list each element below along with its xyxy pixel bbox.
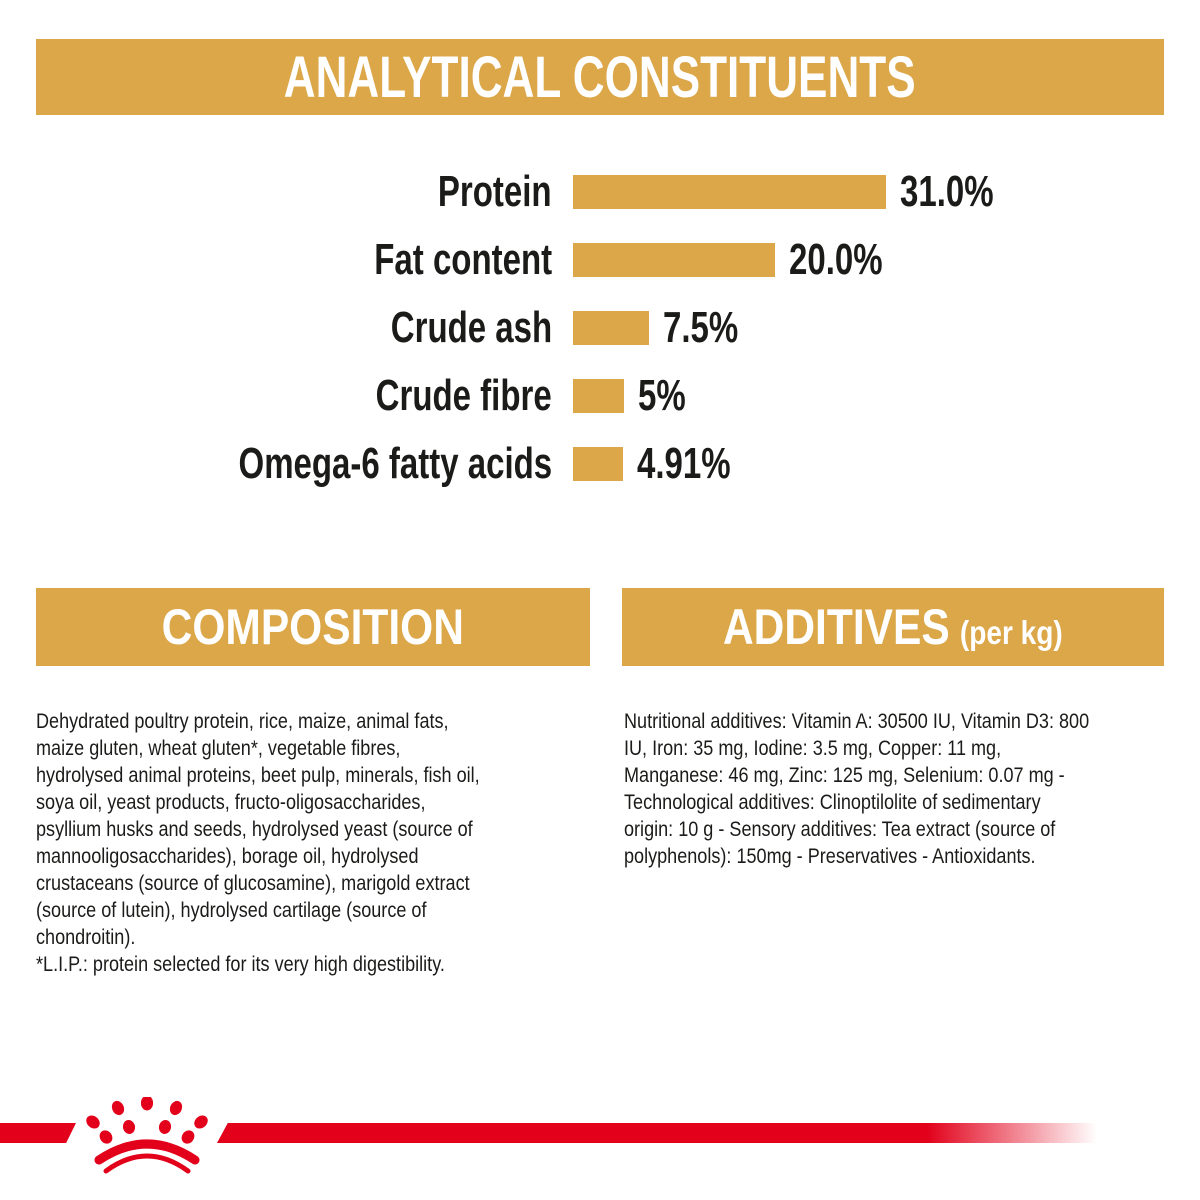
footer-ribbon-right <box>217 1123 1115 1143</box>
chart-value-label: 31.0% <box>900 167 994 216</box>
chart-value-label: 20.0% <box>789 235 883 284</box>
chart-bar <box>573 243 775 277</box>
chart-value-label: 7.5% <box>663 303 739 352</box>
composition-title: COMPOSITION <box>161 599 465 655</box>
additives-title-group: ADDITIVES (per kg) <box>723 598 1063 656</box>
chart-value-label: 5% <box>638 371 686 420</box>
additives-title-suffix: (per kg) <box>960 614 1063 651</box>
composition-text: Dehydrated poultry protein, rice, maize,… <box>36 708 480 976</box>
crown-pearls <box>86 1097 208 1144</box>
chart-category-label: Omega-6 fatty acids <box>238 439 552 488</box>
composition-banner: COMPOSITION <box>36 588 590 666</box>
chart-bar <box>573 311 649 345</box>
chart-category-label: Crude fibre <box>375 371 552 420</box>
footer-ribbon-left <box>0 1123 76 1143</box>
chart-bar <box>573 379 624 413</box>
chart-category-label: Fat content <box>374 235 552 284</box>
chart-bar <box>573 447 623 481</box>
analytical-constituents-chart: Protein 31.0% Fat content 20.0% Crude as… <box>0 167 1200 515</box>
chart-category-label: Protein <box>438 167 552 216</box>
chart-row-fat-content: Fat content 20.0% <box>0 235 1200 284</box>
chart-row-crude-ash: Crude ash 7.5% <box>0 303 1200 352</box>
crown-base-arcs <box>94 1139 200 1174</box>
royal-canin-crown-icon <box>86 1097 208 1174</box>
chart-category-label: Crude ash <box>390 303 552 352</box>
analytical-constituents-title: ANALYTICAL CONSTITUENTS <box>284 44 916 110</box>
chart-row-crude-fibre: Crude fibre 5% <box>0 371 1200 420</box>
chart-row-protein: Protein 31.0% <box>0 167 1200 216</box>
additives-title: ADDITIVES <box>723 599 950 655</box>
additives-text: Nutritional additives: Vitamin A: 30500 … <box>624 708 1090 868</box>
chart-value-label: 4.91% <box>637 439 731 488</box>
chart-bar <box>573 175 886 209</box>
analytical-constituents-banner: ANALYTICAL CONSTITUENTS <box>36 39 1164 115</box>
chart-row-omega6-fatty-acids: Omega-6 fatty acids 4.91% <box>0 439 1200 488</box>
additives-banner: ADDITIVES (per kg) <box>622 588 1164 666</box>
